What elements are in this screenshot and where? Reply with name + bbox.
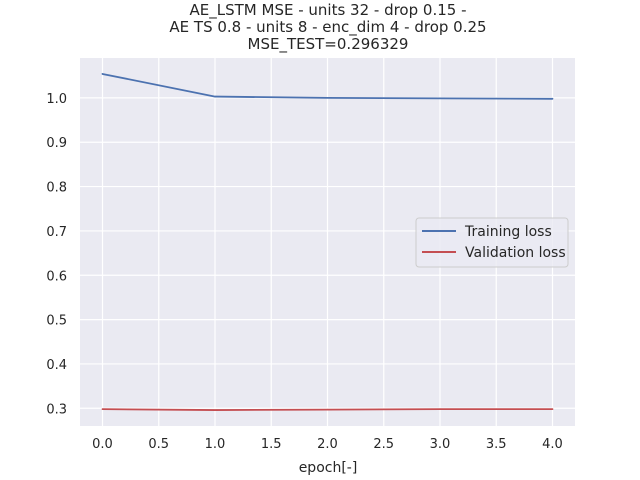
- y-tick-label: 0.4: [46, 358, 67, 373]
- legend-label-validation: Validation loss: [465, 245, 566, 261]
- title-line-3: MSE_TEST=0.296329: [248, 35, 409, 54]
- y-tick-label: 0.8: [46, 181, 67, 196]
- chart-title: AE_LSTM MSE - units 32 - drop 0.15 - AE …: [169, 1, 486, 54]
- legend: Training loss Validation loss: [415, 217, 569, 268]
- training-loss-line: [101, 73, 554, 100]
- x-tick-label: 3.5: [486, 437, 507, 452]
- title-line-1: AE_LSTM MSE - units 32 - drop 0.15 -: [190, 1, 467, 20]
- x-axis-label: epoch[-]: [299, 460, 358, 476]
- series-lines: [101, 73, 554, 411]
- x-tick-label: 2.5: [373, 437, 394, 452]
- x-tick-label: 1.5: [261, 437, 282, 452]
- title-line-2: AE TS 0.8 - units 8 - enc_dim 4 - drop 0…: [169, 18, 486, 37]
- y-tick-label: 0.6: [46, 269, 67, 284]
- y-tick-label: 1.0: [46, 92, 67, 107]
- y-axis-ticks: 0.3 0.4 0.5 0.6 0.7 0.8 0.9 1.0: [46, 92, 67, 417]
- legend-label-training: Training loss: [464, 224, 552, 240]
- y-tick-label: 0.3: [46, 402, 67, 417]
- x-tick-label: 4.0: [542, 437, 563, 452]
- y-tick-label: 0.7: [46, 225, 67, 240]
- x-tick-label: 1.0: [205, 437, 226, 452]
- y-tick-label: 0.5: [46, 314, 67, 329]
- y-tick-label: 0.9: [46, 136, 67, 151]
- validation-loss-line: [101, 408, 554, 411]
- x-tick-label: 2.0: [317, 437, 338, 452]
- x-axis-ticks: 0.0 0.5 1.0 1.5 2.0 2.5 3.0 3.5 4.0: [92, 437, 563, 452]
- x-tick-label: 0.5: [148, 437, 169, 452]
- x-tick-label: 0.0: [92, 437, 113, 452]
- x-tick-label: 3.0: [430, 437, 451, 452]
